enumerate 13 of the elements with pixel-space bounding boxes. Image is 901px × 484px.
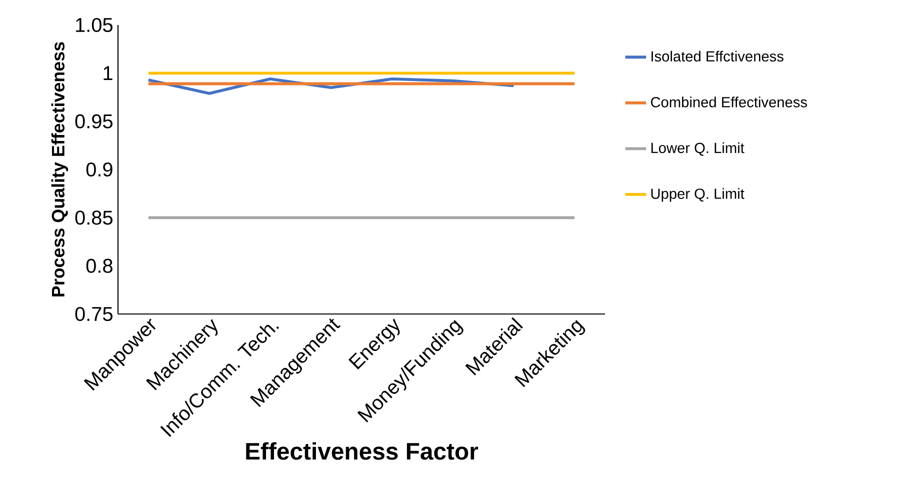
y-tick-label: 0.9 — [86, 162, 112, 177]
y-axis-title: Process Quality Effectiveness — [51, 42, 68, 296]
y-tick-label: 0.75 — [75, 306, 112, 322]
legend-label: Upper Q. Limit — [651, 188, 744, 202]
legend-label: Lower Q. Limit — [651, 142, 744, 156]
y-tick-label: 1.05 — [76, 18, 112, 32]
y-tick-label: 0.95 — [75, 114, 112, 128]
legend-label: Isolated Effctiveness — [652, 50, 784, 62]
legend-label: Combined Effectiveness — [650, 96, 807, 108]
x-axis-title: Effectiveness Factor — [246, 442, 478, 460]
y-tick-label: 1 — [104, 66, 112, 80]
y-tick-label: 0.8 — [86, 258, 112, 273]
y-tick-label: 0.85 — [75, 210, 112, 225]
